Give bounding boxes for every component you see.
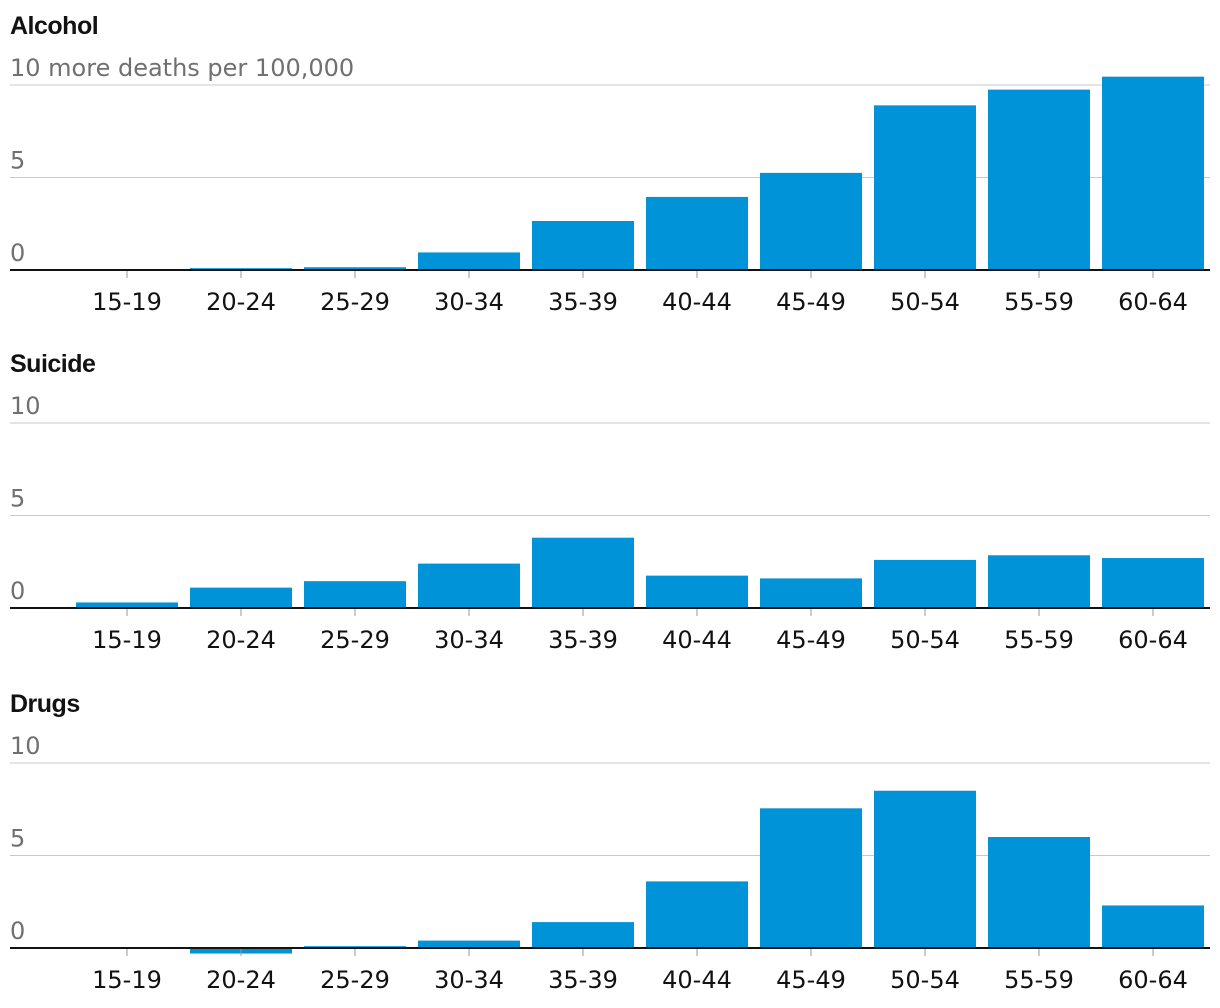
bar-50-54: [874, 559, 976, 608]
x-tick-label: 15-19: [92, 966, 162, 994]
y-tick-label: 0: [10, 577, 25, 605]
bar-50-54: [874, 790, 976, 948]
bar-35-39: [532, 922, 634, 948]
unit-label: more deaths per 100,000: [41, 54, 355, 82]
x-tick-label: 20-24: [206, 626, 276, 654]
bar-30-34: [418, 940, 520, 948]
y-tick-label: 0: [10, 917, 25, 945]
x-tick-label: 40-44: [662, 626, 732, 654]
bar-15-19: [76, 602, 178, 608]
chart-panel-alcohol: Alcohol 0 5 10 more deaths per 100,000 15-19…: [10, 12, 1210, 316]
bar-60-64: [1102, 76, 1204, 270]
bar-45-49: [760, 172, 862, 270]
x-tick-label: 50-54: [890, 966, 960, 994]
bar-45-49: [760, 578, 862, 608]
x-tick-label: 30-34: [434, 966, 504, 994]
y-tick-label: 10 more deaths per 100,000: [10, 54, 354, 82]
bar-35-39: [532, 220, 634, 270]
x-tick-label: 50-54: [890, 288, 960, 316]
bar-25-29: [304, 267, 406, 270]
x-tick-label: 60-64: [1118, 288, 1188, 316]
x-tick-label: 45-49: [776, 966, 846, 994]
chart-panel-suicide: Suicide 0 5 10 15-19 20-24 25-29 30-34 35-39 40-4…: [10, 350, 1210, 654]
x-tick-label: 20-24: [206, 966, 276, 994]
x-tick-label: 60-64: [1118, 966, 1188, 994]
panel-title: Drugs: [10, 690, 80, 718]
bar-45-49: [760, 808, 862, 948]
bar-50-54: [874, 105, 976, 270]
x-tick-label: 40-44: [662, 966, 732, 994]
bar-40-44: [646, 196, 748, 270]
x-tick-label: 25-29: [320, 288, 390, 316]
bar-60-64: [1102, 558, 1204, 608]
x-tick-label: 35-39: [548, 288, 618, 316]
bar-35-39: [532, 537, 634, 608]
y-tick-label: 5: [10, 825, 25, 853]
bar-55-59: [988, 89, 1090, 270]
x-tick-label: 55-59: [1004, 966, 1074, 994]
x-tick-label: 45-49: [776, 288, 846, 316]
x-tick-label: 60-64: [1118, 626, 1188, 654]
y-tick-label: 10: [10, 732, 41, 760]
x-tick-label: 20-24: [206, 288, 276, 316]
bar-25-29: [304, 581, 406, 608]
x-tick-label: 25-29: [320, 626, 390, 654]
x-tick-label: 55-59: [1004, 288, 1074, 316]
panel-title: Alcohol: [10, 12, 98, 40]
bar-40-44: [646, 881, 748, 948]
panel-title: Suicide: [10, 350, 96, 378]
bar-30-34: [418, 252, 520, 270]
bar-30-34: [418, 563, 520, 608]
x-tick-label: 40-44: [662, 288, 732, 316]
x-tick-label: 55-59: [1004, 626, 1074, 654]
bar-60-64: [1102, 905, 1204, 948]
x-tick-label: 30-34: [434, 288, 504, 316]
x-tick-label: 50-54: [890, 626, 960, 654]
x-tick-label: 35-39: [548, 626, 618, 654]
bar-40-44: [646, 575, 748, 608]
y-tick-label: 5: [10, 147, 25, 175]
y-tick-label: 0: [10, 239, 25, 267]
bar-20-24: [190, 587, 292, 608]
bar-55-59: [988, 837, 1090, 948]
x-tick-label: 25-29: [320, 966, 390, 994]
x-tick-label: 15-19: [92, 288, 162, 316]
chart-panel-drugs: Drugs 0 5 10 15-19 20-24 25-29 30-34 35-39 40-44 4…: [10, 690, 1210, 994]
x-tick-label: 30-34: [434, 626, 504, 654]
x-tick-label: 15-19: [92, 626, 162, 654]
bar-55-59: [988, 555, 1090, 608]
x-tick-label: 45-49: [776, 626, 846, 654]
y-tick-label: 10: [10, 392, 41, 420]
x-tick-label: 35-39: [548, 966, 618, 994]
y-tick-label: 5: [10, 485, 25, 513]
